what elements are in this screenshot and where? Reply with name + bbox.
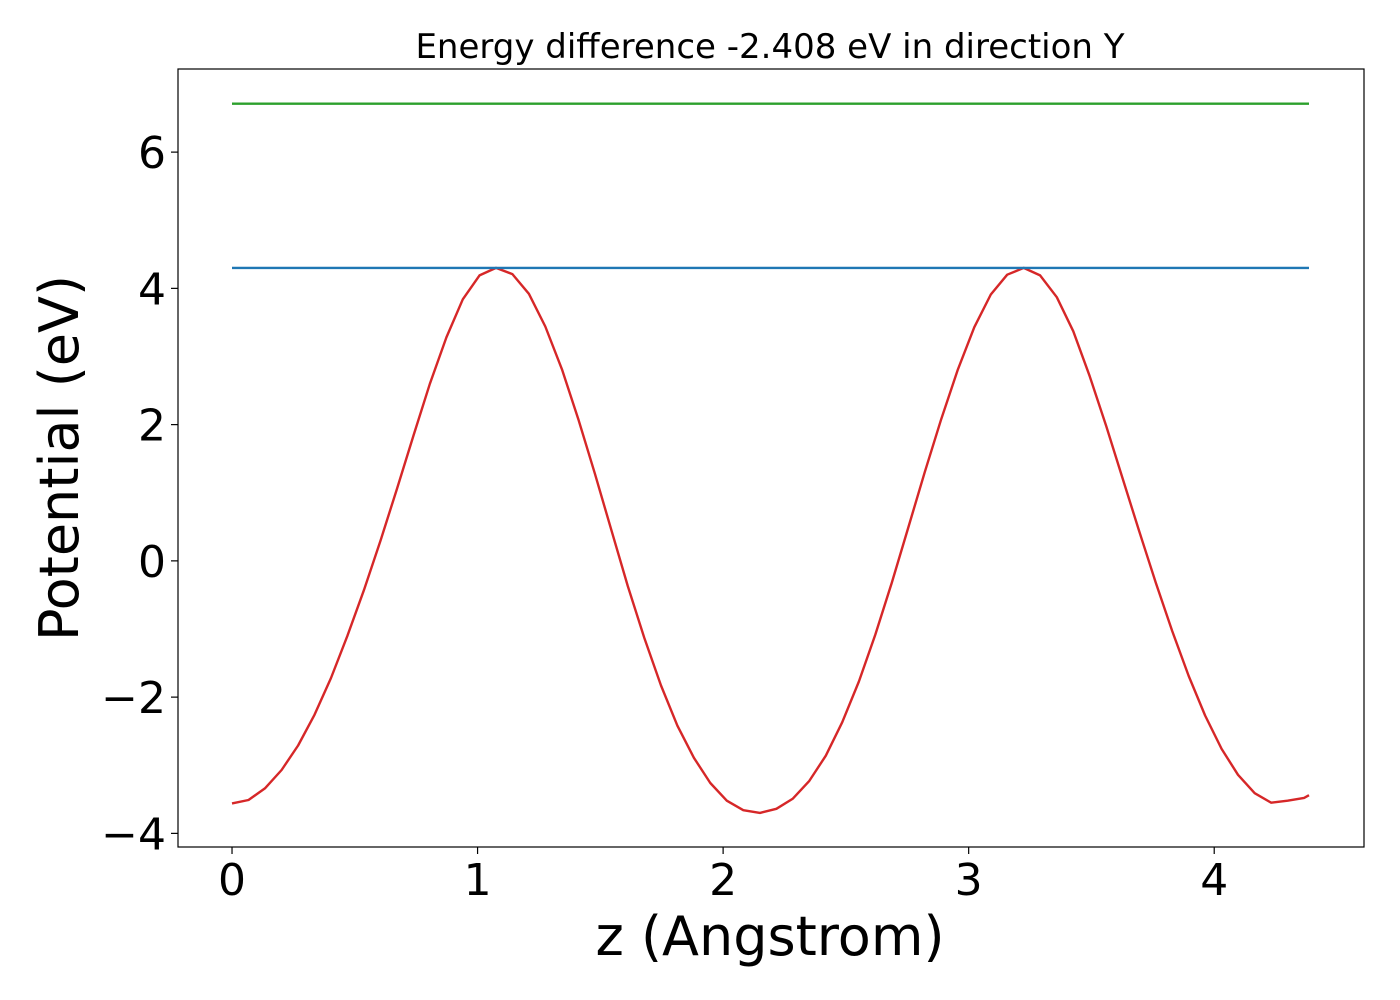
y-tick-label: 6 (138, 128, 166, 179)
x-tick-label: 2 (709, 855, 737, 906)
y-tick-label: −2 (101, 673, 166, 724)
y-tick-label: 0 (138, 537, 166, 588)
x-axis: 0 1 2 3 4 (218, 847, 1228, 906)
x-tick-label: 0 (218, 855, 246, 906)
y-tick-label: −4 (101, 809, 166, 860)
x-tick-label: 1 (464, 855, 492, 906)
y-axis-label: Potential (eV) (28, 275, 91, 641)
x-tick-label: 4 (1200, 855, 1228, 906)
chart-title: Energy difference -2.408 eV in direction… (415, 27, 1124, 67)
plot-frame (177, 68, 1365, 848)
series-layer (231, 102, 1310, 815)
series-line-1 (231, 266, 1310, 815)
x-tick-label: 3 (955, 855, 983, 906)
y-tick-label: 4 (138, 264, 166, 315)
y-axis: −4 −2 0 2 4 6 (101, 128, 178, 860)
y-tick-label: 2 (138, 401, 166, 452)
x-axis-label: z (Angstrom) (595, 905, 944, 968)
